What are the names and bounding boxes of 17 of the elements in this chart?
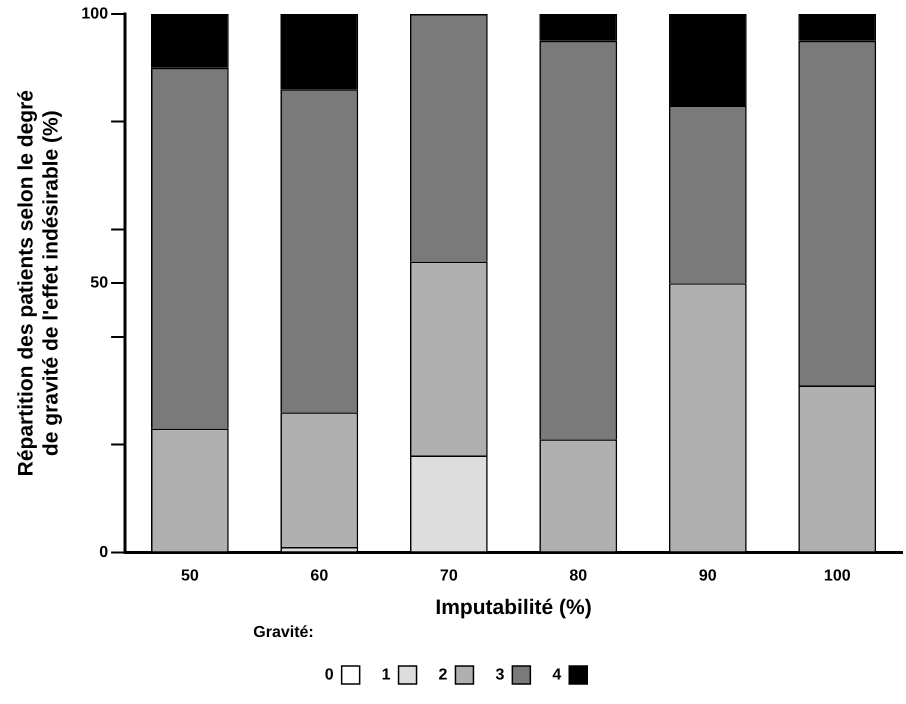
x-tick-label: 70 (440, 567, 458, 584)
x-tick-label: 100 (824, 567, 851, 584)
x-tick-label: 50 (180, 567, 199, 584)
x-tick-label: 60 (310, 567, 328, 584)
legend-title: Gravité: (253, 624, 314, 642)
y-tick-label: 100 (81, 5, 108, 22)
x-axis-title: Imputabilité (%) (435, 596, 592, 619)
legend-label: 4 (552, 666, 562, 684)
x-tick-label: 80 (569, 567, 588, 584)
y-tick-label: 50 (90, 274, 108, 292)
legend-label: 0 (324, 666, 334, 684)
y-tick-label: 0 (99, 544, 108, 561)
legend-label: 1 (382, 666, 391, 684)
legend-label: 3 (495, 666, 504, 684)
legend-label: 2 (438, 666, 448, 684)
y-axis-title: Répartition des patients selon le degré de gravité de l'effet indésirable (%) (14, 90, 63, 476)
x-tick-label: 90 (698, 567, 717, 584)
